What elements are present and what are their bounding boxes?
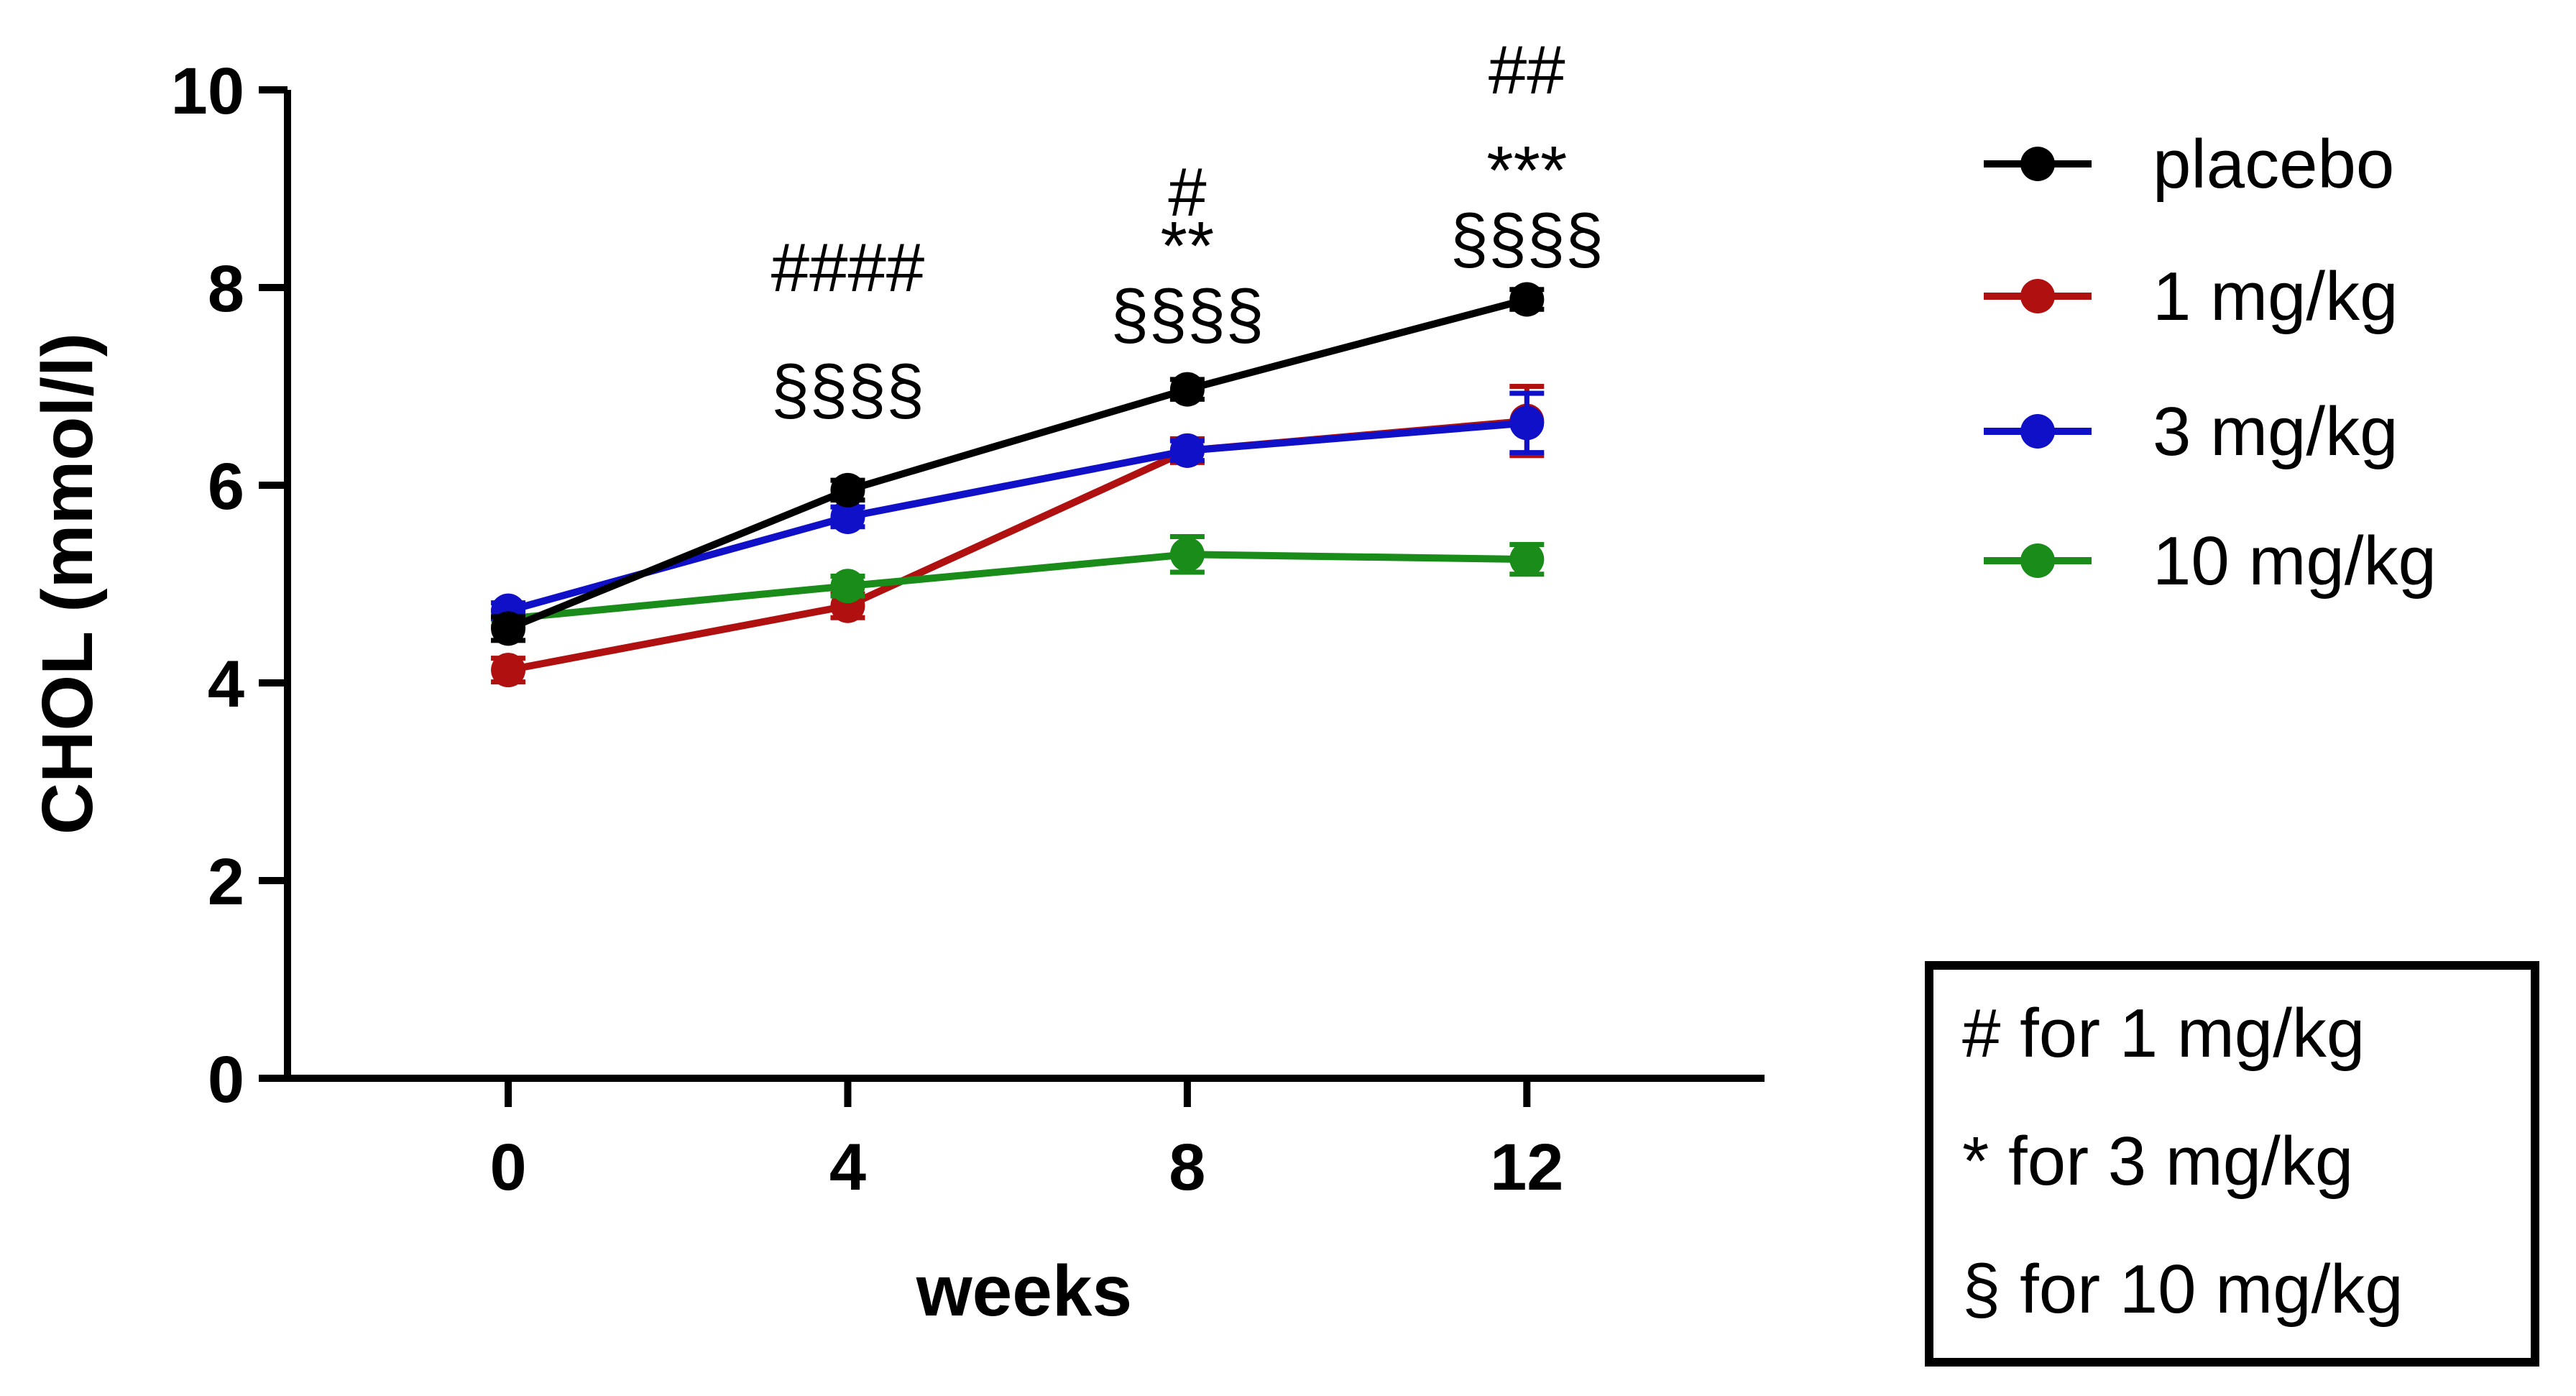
annotation-text: ##	[1489, 32, 1565, 109]
key-line-star: * for 3 mg/kg	[1962, 1123, 2353, 1200]
data-point-placebo	[1169, 372, 1205, 407]
annotation-text: ***	[1486, 132, 1567, 209]
series-line-10-mg-kg	[507, 551, 1527, 623]
significance-key-frame	[1925, 961, 2539, 1367]
data-point-3-mg-kg	[830, 500, 865, 534]
y-tick-label: 2	[208, 845, 244, 919]
legend-swatch-marker	[2020, 279, 2055, 313]
data-point-placebo	[1509, 282, 1545, 317]
y-ticks: 0 2 4 6 8 10	[171, 55, 288, 1116]
y-tick-label: 6	[208, 450, 244, 523]
x-tick-label: 0	[489, 1131, 526, 1204]
data-point-placebo	[491, 611, 526, 646]
legend-label: 1 mg/kg	[2153, 258, 2398, 335]
y-axis-title: CHOL (mmol/l)	[27, 333, 108, 835]
series-3-mg-kg	[491, 390, 1545, 628]
legend-item-3-mg-kg: 3 mg/kg	[1984, 393, 2398, 470]
y-tick-label: 10	[171, 55, 244, 128]
x-tick-label: 12	[1490, 1131, 1563, 1204]
x-axis-title: weeks	[916, 1251, 1132, 1331]
data-point-3-mg-kg	[1509, 405, 1545, 441]
data-point-placebo	[830, 472, 865, 508]
legend-swatch-marker	[2020, 543, 2055, 578]
data-point-10-mg-kg	[1169, 537, 1205, 572]
data-point-10-mg-kg	[830, 569, 865, 604]
series-line-placebo	[507, 295, 1528, 633]
annotation-text: §§§§	[771, 352, 925, 428]
annotation-text: §§§§	[1450, 201, 1604, 277]
data-point-1-mg-kg	[491, 653, 526, 688]
series-placebo	[491, 282, 1545, 646]
key-line-hash: # for 1 mg/kg	[1962, 995, 2365, 1072]
y-tick-label: 0	[208, 1043, 244, 1116]
series-line-1-mg-kg	[507, 417, 1527, 674]
legend-item-10-mg-kg: 10 mg/kg	[1984, 523, 2437, 600]
key-line-section: § for 10 mg/kg	[1962, 1251, 2404, 1328]
x-tick-label: 8	[1169, 1131, 1205, 1204]
series-line-3-mg-kg	[507, 419, 1527, 615]
data-point-10-mg-kg	[1509, 542, 1545, 577]
legend-item-placebo: placebo	[1984, 126, 2394, 203]
legend-swatch-marker	[2020, 414, 2055, 449]
legend-label: placebo	[2153, 126, 2394, 203]
significance-annotations: ####§§§§#**§§§§##***§§§§	[771, 32, 1604, 428]
significance-key: # for 1 mg/kg * for 3 mg/kg § for 10 mg/…	[1925, 961, 2539, 1367]
annotation-text: #	[1168, 154, 1206, 231]
legend-label: 3 mg/kg	[2153, 393, 2398, 470]
legend-item-1-mg-kg: 1 mg/kg	[1984, 258, 2398, 335]
legend-swatch-marker	[2020, 147, 2055, 181]
y-tick-label: 4	[208, 648, 244, 721]
axes	[284, 90, 1765, 1082]
data-point-3-mg-kg	[1169, 433, 1205, 468]
series-layer	[491, 282, 1545, 688]
legend-label: 10 mg/kg	[2153, 523, 2437, 600]
annotation-text: **	[1161, 208, 1215, 285]
annotation-text: ####	[771, 229, 925, 306]
y-tick-label: 8	[208, 252, 244, 326]
legend: placebo 1 mg/kg 3 mg/kg 10 mg/kg	[1984, 126, 2437, 600]
annotation-text: §§§§	[1110, 276, 1264, 353]
x-ticks: 0 4 8 12	[489, 1078, 1563, 1204]
series-10-mg-kg	[491, 534, 1545, 636]
x-tick-label: 4	[829, 1131, 866, 1204]
